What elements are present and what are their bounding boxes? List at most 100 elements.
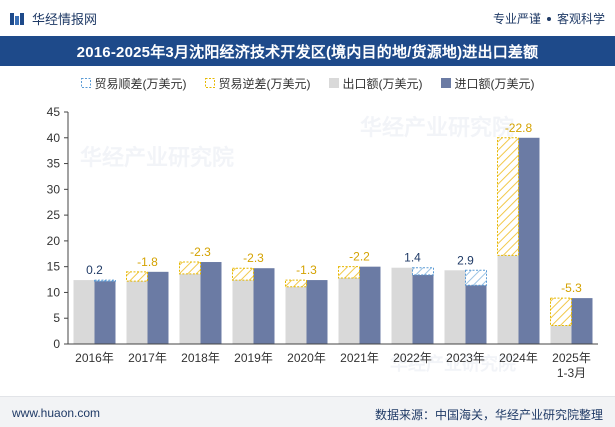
legend-item-imports[interactable]: 进口额(万美元) bbox=[440, 75, 535, 92]
x-tick-label: 2021年 bbox=[340, 351, 379, 365]
y-tick-label: 35 bbox=[47, 157, 61, 171]
bar-groups: 0.2 -1.8 -2.3 -2.3 -1.3 -2.2 1.4 2.9 -22.8 -5.3 bbox=[73, 121, 593, 344]
legend-item-exports[interactable]: 出口额(万美元) bbox=[328, 75, 423, 92]
x-tick-label: 2018年 bbox=[181, 351, 220, 365]
balance-box-deficit bbox=[126, 271, 148, 282]
bar-import bbox=[147, 271, 169, 344]
legend-swatch-surplus bbox=[80, 78, 91, 88]
tagline: 专业严谨 客观科学 bbox=[493, 10, 605, 27]
bar-export bbox=[285, 286, 307, 344]
bar-import bbox=[518, 137, 540, 344]
balance-box-deficit bbox=[338, 266, 360, 279]
x-tick-label: 1-3月 bbox=[557, 366, 586, 380]
bar-export bbox=[179, 273, 201, 344]
x-axis: 2016年 2017年 2018年 2019年 2020年 2021年 2022年 2023年… bbox=[68, 343, 598, 380]
bar-import bbox=[94, 281, 116, 344]
balance-label: -1.8 bbox=[137, 255, 158, 269]
y-tick-label: 25 bbox=[47, 208, 61, 222]
bar-import bbox=[571, 298, 593, 344]
bar-export bbox=[497, 255, 519, 344]
legend-label-exports: 出口额(万美元) bbox=[342, 76, 423, 91]
balance-box-surplus bbox=[94, 279, 116, 282]
bar-export bbox=[391, 267, 413, 344]
y-tick-label: 30 bbox=[47, 182, 61, 196]
bar-group: -22.8 bbox=[497, 121, 540, 344]
balance-label: -2.3 bbox=[243, 251, 264, 265]
y-axis: 0 5 10 15 20 25 30 35 40 45 bbox=[47, 105, 69, 351]
x-tick-label: 2020年 bbox=[287, 351, 326, 365]
legend-swatch-deficit bbox=[204, 78, 215, 88]
footer-url[interactable]: www.huaon.com bbox=[12, 406, 101, 420]
bar-group: -1.3 bbox=[285, 263, 328, 344]
x-tick-label: 2019年 bbox=[234, 351, 273, 365]
bar-export bbox=[550, 325, 572, 344]
bar-group: -2.3 bbox=[232, 251, 275, 344]
y-tick-label: 5 bbox=[53, 311, 60, 325]
y-tick-label: 15 bbox=[47, 260, 61, 274]
bar-group: 1.4 bbox=[391, 251, 434, 344]
balance-label: -2.3 bbox=[190, 245, 211, 259]
legend-item-surplus[interactable]: 贸易顺差(万美元) bbox=[80, 75, 187, 92]
balance-box-deficit bbox=[550, 297, 572, 326]
balance-label: 0.2 bbox=[86, 263, 103, 277]
bar-import bbox=[253, 268, 275, 344]
chart-plot: 0 5 10 15 20 25 30 35 40 45 0.2 -1.8 -2.3 -2.3 -1.3 -2… bbox=[47, 105, 598, 380]
bar-export bbox=[444, 270, 466, 344]
tagline-left: 专业严谨 bbox=[492, 12, 541, 26]
bar-import bbox=[306, 280, 328, 344]
bar-export bbox=[232, 280, 254, 344]
y-tick-label: 20 bbox=[47, 234, 61, 248]
bar-group: 2.9 bbox=[444, 253, 487, 344]
legend-label-surplus: 贸易顺差(万美元) bbox=[94, 76, 187, 91]
header-bar: 华经情报网 专业严谨 客观科学 bbox=[0, 0, 615, 36]
title-band: 2016-2025年3月沈阳经济技术开发区(境内目的地/货源地)进出口差额 bbox=[0, 36, 615, 66]
bar-export bbox=[126, 281, 148, 344]
legend-swatch-exports bbox=[328, 78, 339, 88]
x-tick-label: 2017年 bbox=[128, 351, 167, 365]
footer-bar: www.huaon.com 数据来源：中国海关，华经产业研究院整理 bbox=[0, 396, 615, 427]
balance-box-deficit bbox=[232, 267, 254, 281]
x-tick-label: 2025年 bbox=[552, 351, 591, 365]
bar-group: -2.3 bbox=[179, 245, 222, 344]
y-tick-label: 0 bbox=[53, 337, 60, 351]
balance-label: -1.3 bbox=[296, 263, 317, 277]
chart-legend: 贸易顺差(万美元) 贸易逆差(万美元) 出口额(万美元) 进口额(万美元) bbox=[0, 74, 615, 92]
balance-label: -2.2 bbox=[349, 250, 370, 264]
bar-import bbox=[200, 262, 222, 344]
y-tick-label: 10 bbox=[47, 285, 61, 299]
balance-box-deficit bbox=[285, 279, 307, 288]
x-tick-label: 2023年 bbox=[446, 351, 485, 365]
balance-box-surplus bbox=[412, 267, 434, 276]
brand-name: 华经情报网 bbox=[32, 12, 98, 27]
bar-import bbox=[465, 285, 487, 344]
y-tick-label: 45 bbox=[47, 105, 61, 119]
bar-group: -2.2 bbox=[338, 250, 381, 344]
legend-label-deficit: 贸易逆差(万美元) bbox=[218, 76, 311, 91]
x-tick-label: 2024年 bbox=[499, 351, 538, 365]
bar-export bbox=[73, 280, 95, 344]
bar-export bbox=[338, 278, 360, 344]
chart-title: 2016-2025年3月沈阳经济技术开发区(境内目的地/货源地)进出口差额 bbox=[76, 43, 539, 61]
balance-label: -5.3 bbox=[561, 281, 582, 295]
balance-box-deficit bbox=[497, 137, 519, 256]
bar-group: -5.3 bbox=[550, 281, 593, 344]
bar-group: -1.8 bbox=[126, 255, 169, 344]
legend-item-deficit[interactable]: 贸易逆差(万美元) bbox=[204, 75, 311, 92]
tagline-separator-dot bbox=[546, 16, 551, 21]
balance-label: 2.9 bbox=[457, 253, 474, 267]
footer-source: 数据来源：中国海关，华经产业研究院整理 bbox=[374, 408, 603, 422]
balance-box-deficit bbox=[179, 261, 201, 275]
balance-box-surplus bbox=[465, 269, 487, 286]
bar-group: 0.2 bbox=[73, 263, 116, 344]
bar-import bbox=[359, 266, 381, 344]
legend-label-imports: 进口额(万美元) bbox=[454, 76, 535, 91]
balance-label: 1.4 bbox=[404, 251, 421, 265]
legend-swatch-imports bbox=[440, 78, 451, 88]
x-tick-label: 2016年 bbox=[75, 351, 114, 365]
bar-import bbox=[412, 274, 434, 344]
x-tick-label: 2022年 bbox=[393, 351, 432, 365]
balance-label: -22.8 bbox=[505, 121, 533, 135]
y-tick-label: 40 bbox=[47, 131, 61, 145]
brand[interactable]: 华经情报网 bbox=[9, 9, 97, 28]
brand-logo-icon bbox=[10, 12, 24, 25]
